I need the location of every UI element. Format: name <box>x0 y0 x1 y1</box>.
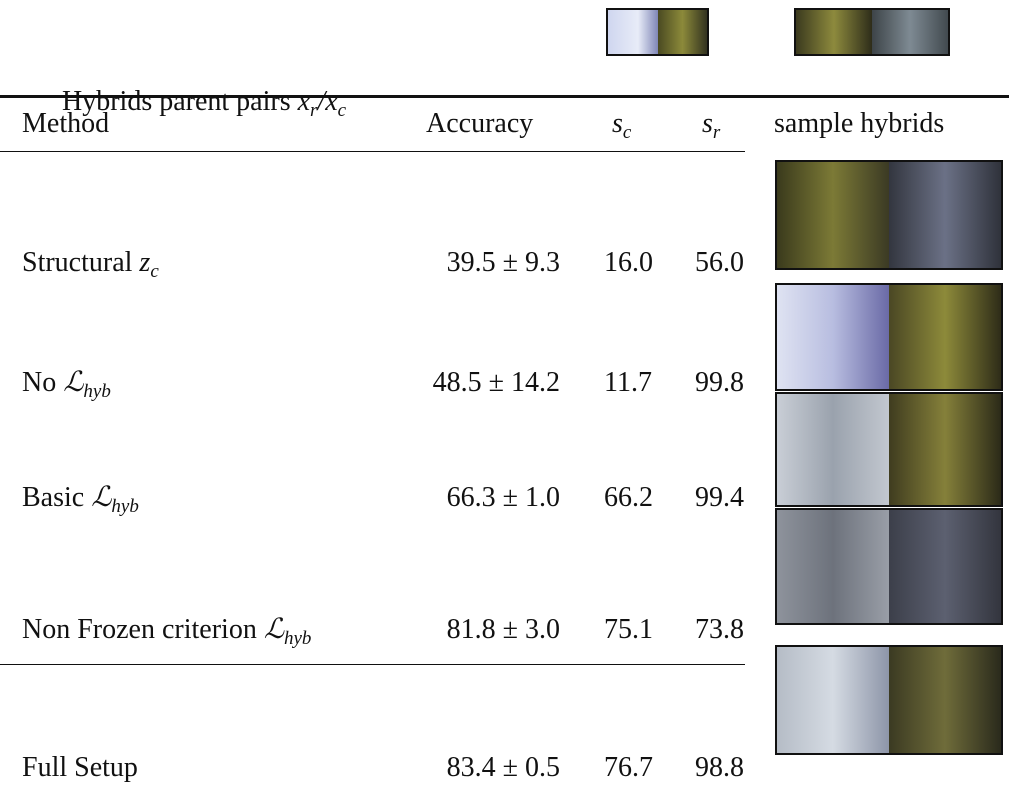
header-samples: sample hybrids <box>774 108 945 139</box>
caption-math: xr/xc <box>297 86 347 121</box>
sc-cell: 75.1 <box>604 614 653 645</box>
header-rule <box>0 151 745 152</box>
header-sc: sc <box>612 108 631 149</box>
text-part <box>777 510 889 623</box>
math-subscript: hyb <box>111 496 139 517</box>
caption: Hybrids parent pairs xr/xc <box>62 86 346 127</box>
math-symbol: ℒ <box>63 367 84 398</box>
method-cell: Basic ℒhyb <box>22 482 139 523</box>
text-part <box>872 10 948 54</box>
text-part <box>777 394 889 505</box>
text-part <box>657 10 707 54</box>
sr-cell: 99.8 <box>695 367 744 398</box>
text-part <box>777 647 889 753</box>
text-part <box>889 394 1001 505</box>
sample-hybrid-image <box>775 508 1003 625</box>
method-math: zc <box>139 247 158 282</box>
top-rule <box>0 95 1009 98</box>
text-part: s <box>612 108 623 139</box>
method-math: ℒhyb <box>91 482 139 517</box>
text-part: r <box>310 100 318 121</box>
math-symbol: ℒ <box>263 614 284 645</box>
method-math: ℒhyb <box>263 614 312 649</box>
text-part <box>889 285 1001 389</box>
sr-cell: 99.4 <box>695 482 744 513</box>
sample-hybrid-image <box>775 392 1003 507</box>
header-method: Method <box>22 108 110 139</box>
sc-cell: 66.2 <box>604 482 653 513</box>
header-accuracy: Accuracy <box>426 108 534 139</box>
math-subscript: hyb <box>284 628 312 649</box>
header-sr: sr <box>702 108 720 149</box>
method-text: Structural <box>22 247 133 278</box>
parent-pair-image <box>794 8 950 56</box>
text-part <box>889 162 1001 268</box>
method-cell: Structural zc <box>22 247 159 288</box>
sc-cell: 11.7 <box>604 367 652 398</box>
method-math: ℒhyb <box>63 367 111 402</box>
text-part: /x <box>317 86 338 117</box>
sample-hybrid-image <box>775 160 1003 270</box>
accuracy-cell: 83.4 ± 0.5 <box>446 752 560 783</box>
sr-cell: 73.8 <box>695 614 744 645</box>
accuracy-cell: 39.5 ± 9.3 <box>446 247 560 278</box>
sc-cell: 16.0 <box>604 247 653 278</box>
sample-hybrid-image <box>775 283 1003 391</box>
sr-cell: 56.0 <box>695 247 744 278</box>
method-text: Full Setup <box>22 752 138 783</box>
caption-text: Hybrids parent pairs <box>62 86 291 117</box>
text-part <box>796 10 872 54</box>
text-part: r <box>712 122 721 143</box>
method-text: Non Frozen criterion <box>22 614 257 645</box>
math-symbol: z <box>139 247 151 278</box>
math-subscript: hyb <box>83 381 111 402</box>
method-text: Basic <box>22 482 85 513</box>
math-subscript: c <box>150 261 159 282</box>
method-cell: Non Frozen criterion ℒhyb <box>22 614 311 655</box>
math-symbol: ℒ <box>91 482 112 513</box>
text-part <box>608 10 658 54</box>
text-part <box>777 285 889 389</box>
accuracy-cell: 66.3 ± 1.0 <box>446 482 560 513</box>
method-cell: No ℒhyb <box>22 367 111 408</box>
text-part: s <box>702 108 713 139</box>
text-part <box>889 510 1001 623</box>
sample-hybrid-image <box>775 645 1003 755</box>
accuracy-cell: 48.5 ± 14.2 <box>432 367 560 398</box>
sr-cell: 98.8 <box>695 752 744 783</box>
method-text: No <box>22 367 57 398</box>
method-cell: Full Setup <box>22 752 138 784</box>
text-part <box>889 647 1001 753</box>
text-part: x <box>297 86 311 117</box>
text-part <box>777 162 889 268</box>
sc-cell: 76.7 <box>604 752 653 783</box>
parent-pair-image <box>606 8 709 56</box>
accuracy-cell: 81.8 ± 3.0 <box>446 614 560 645</box>
text-part: c <box>337 100 347 121</box>
text-part: c <box>622 122 632 143</box>
mid-rule <box>0 664 745 665</box>
